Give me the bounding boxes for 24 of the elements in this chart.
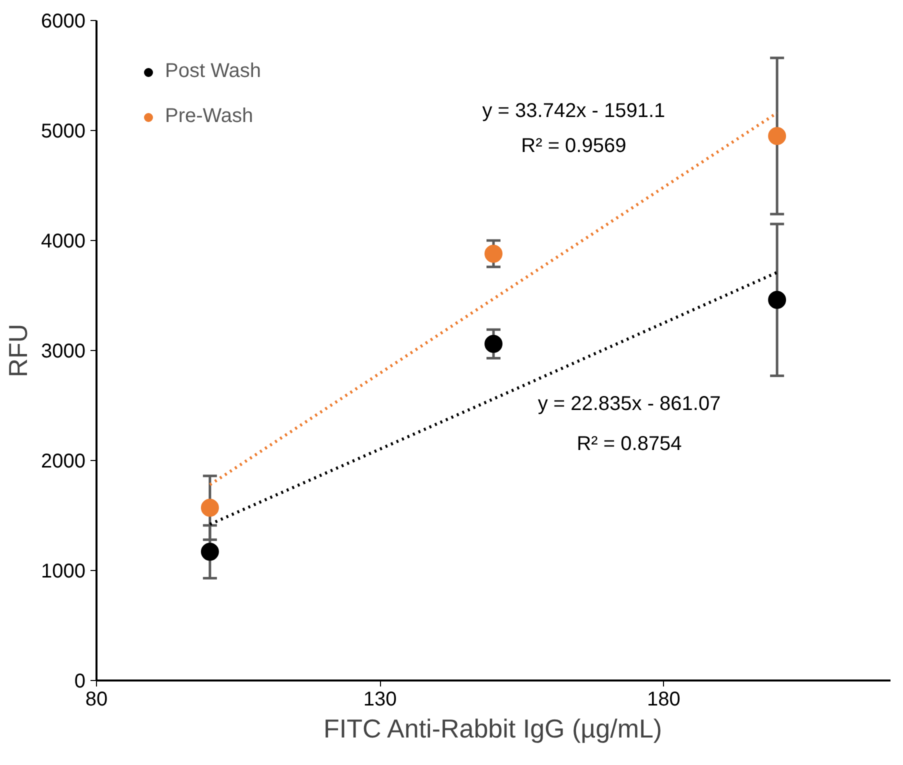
y-tick-label: 2000	[41, 450, 86, 472]
x-tick-label: 80	[85, 688, 108, 710]
y-axis-title: RFU	[3, 324, 34, 378]
y-tick-label: 0	[74, 670, 86, 692]
x-axis-title: FITC Anti-Rabbit IgG (µg/mL)	[323, 714, 662, 744]
annotation: R² = 0.8754	[576, 433, 682, 456]
point	[768, 127, 786, 145]
x-tick-label: 180	[646, 688, 680, 710]
y-tick-label: 5000	[41, 120, 86, 142]
legend-label: Pre-Wash	[165, 105, 254, 128]
annotation: y = 22.835x - 861.07	[538, 392, 721, 415]
point	[768, 290, 786, 309]
point	[484, 244, 502, 263]
legend-label: Post Wash	[165, 60, 261, 83]
y-tick-label: 6000	[41, 10, 86, 32]
point	[200, 498, 219, 517]
annotation: R² = 0.9569	[521, 134, 626, 157]
point	[200, 542, 219, 561]
y-tick-label: 1000	[41, 560, 86, 582]
y-tick-label: 3000	[41, 340, 86, 362]
annotation: y = 33.742x - 1591.1	[482, 100, 666, 122]
x-tick-label: 130	[363, 688, 397, 710]
y-tick-label: 4000	[41, 230, 86, 252]
point	[484, 334, 502, 353]
